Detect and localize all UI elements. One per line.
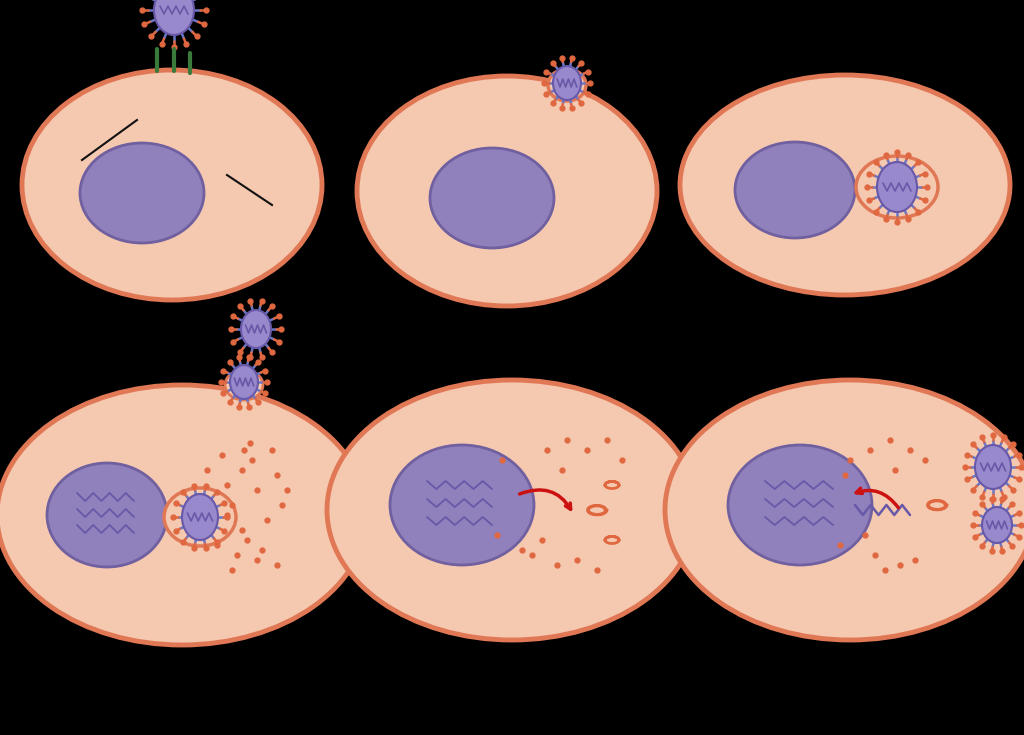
Ellipse shape [241,310,271,348]
Ellipse shape [357,76,657,306]
Ellipse shape [327,380,697,640]
Ellipse shape [154,0,194,35]
Ellipse shape [22,70,322,300]
Ellipse shape [548,69,586,101]
Ellipse shape [47,463,167,567]
Ellipse shape [680,75,1010,295]
Ellipse shape [982,507,1012,543]
Ellipse shape [390,445,534,565]
Ellipse shape [665,380,1024,640]
Ellipse shape [225,370,263,400]
Ellipse shape [553,66,581,100]
Ellipse shape [877,162,918,212]
Ellipse shape [0,385,367,645]
Ellipse shape [975,445,1011,489]
Ellipse shape [728,445,872,565]
Ellipse shape [430,148,554,248]
Ellipse shape [80,143,204,243]
Ellipse shape [735,142,855,238]
Ellipse shape [164,488,236,546]
Ellipse shape [856,156,938,218]
Ellipse shape [182,494,218,540]
Ellipse shape [230,365,258,399]
